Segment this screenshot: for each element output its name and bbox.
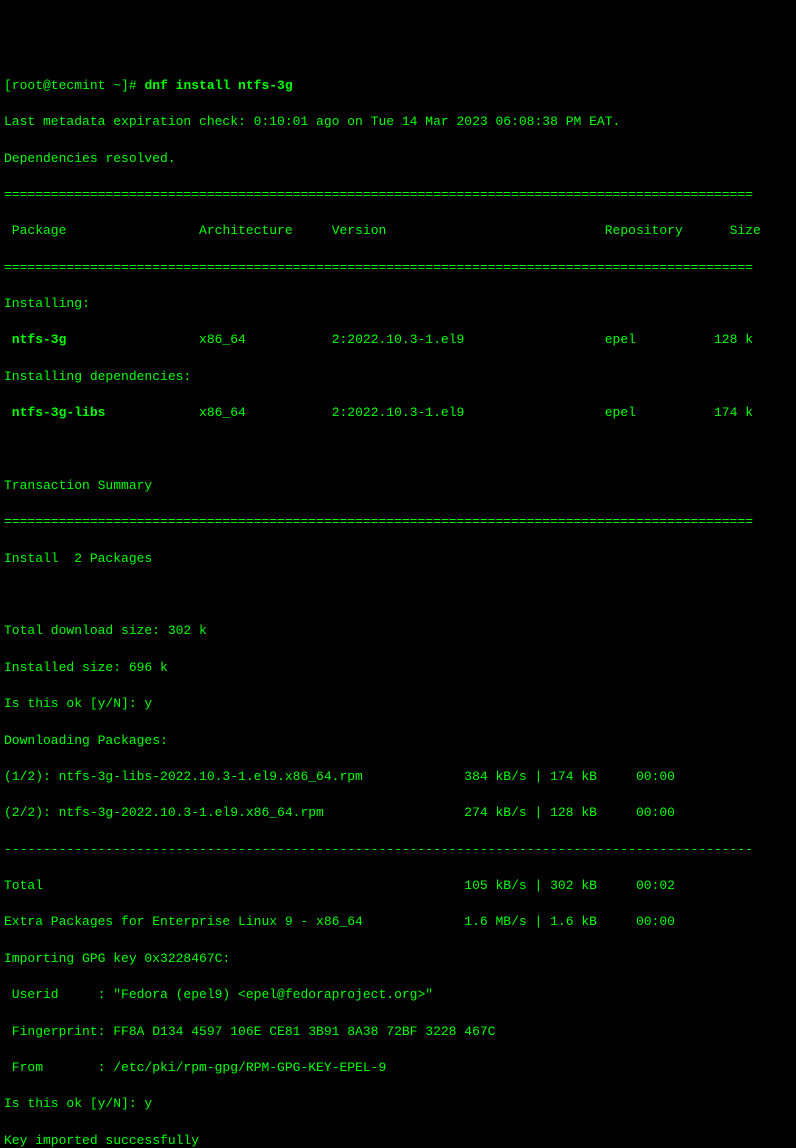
header-arch: Architecture bbox=[199, 223, 293, 238]
package-row-2: ntfs-3g-libs x86_64 2:2022.10.3-1.el9 ep… bbox=[4, 404, 792, 422]
package-row-1: ntfs-3g x86_64 2:2022.10.3-1.el9 epel 12… bbox=[4, 331, 792, 349]
dl2-speed: 274 kB/s bbox=[464, 805, 526, 820]
total-label: Total bbox=[4, 878, 43, 893]
total-line: Total 105 kB/s | 302 kB 00:02 bbox=[4, 877, 792, 895]
installed-size: Installed size: 696 k bbox=[4, 659, 792, 677]
key-imported: Key imported successfully bbox=[4, 1132, 792, 1148]
header-repo: Repository bbox=[605, 223, 683, 238]
dl2-name: (2/2): ntfs-3g-2022.10.3-1.el9.x86_64.rp… bbox=[4, 805, 324, 820]
extra-label: Extra Packages for Enterprise Linux 9 - … bbox=[4, 914, 363, 929]
dl1-speed: 384 kB/s bbox=[464, 769, 526, 784]
pkg2-repo: epel bbox=[605, 405, 636, 420]
table-header: Package Architecture Version Repository … bbox=[4, 222, 792, 240]
total-download: Total download size: 302 k bbox=[4, 622, 792, 640]
confirm-prompt-1[interactable]: Is this ok [y/N]: y bbox=[4, 695, 792, 713]
pkg2-name: ntfs-3g-libs bbox=[4, 405, 105, 420]
transaction-summary: Transaction Summary bbox=[4, 477, 792, 495]
dl1-name: (1/2): ntfs-3g-libs-2022.10.3-1.el9.x86_… bbox=[4, 769, 363, 784]
blank-2 bbox=[4, 586, 792, 604]
pkg1-name: ntfs-3g bbox=[4, 332, 66, 347]
pkg1-size: 128 k bbox=[714, 332, 753, 347]
command-text: dnf install ntfs-3g bbox=[144, 78, 292, 93]
gpg-userid: Userid : "Fedora (epel9) <epel@fedorapro… bbox=[4, 986, 792, 1004]
pkg2-version: 2:2022.10.3-1.el9 bbox=[332, 405, 465, 420]
pkg1-version: 2:2022.10.3-1.el9 bbox=[332, 332, 465, 347]
downloading-label: Downloading Packages: bbox=[4, 732, 792, 750]
gpg-import: Importing GPG key 0x3228467C: bbox=[4, 950, 792, 968]
prompt-prefix: [root@tecmint ~]# bbox=[4, 78, 144, 93]
divider-summary: ========================================… bbox=[4, 513, 792, 531]
total-time: 00:02 bbox=[636, 878, 675, 893]
dl2-time: 00:00 bbox=[636, 805, 675, 820]
confirm-prompt-2[interactable]: Is this ok [y/N]: y bbox=[4, 1095, 792, 1113]
header-version: Version bbox=[332, 223, 387, 238]
divider-dl: ----------------------------------------… bbox=[4, 841, 792, 859]
prompt-line: [root@tecmint ~]# dnf install ntfs-3g bbox=[4, 77, 792, 95]
header-size: Size bbox=[730, 223, 761, 238]
extra-size: 1.6 kB bbox=[550, 914, 597, 929]
gpg-fingerprint: Fingerprint: FF8A D134 4597 106E CE81 3B… bbox=[4, 1023, 792, 1041]
gpg-from: From : /etc/pki/rpm-gpg/RPM-GPG-KEY-EPEL… bbox=[4, 1059, 792, 1077]
pkg2-size: 174 k bbox=[714, 405, 753, 420]
installing-deps-label: Installing dependencies: bbox=[4, 368, 792, 386]
header-package: Package bbox=[4, 223, 66, 238]
extra-packages-line: Extra Packages for Enterprise Linux 9 - … bbox=[4, 913, 792, 931]
download-row-1: (1/2): ntfs-3g-libs-2022.10.3-1.el9.x86_… bbox=[4, 768, 792, 786]
dl1-time: 00:00 bbox=[636, 769, 675, 784]
pkg1-arch: x86_64 bbox=[199, 332, 246, 347]
deps-resolved: Dependencies resolved. bbox=[4, 150, 792, 168]
dl2-size: 128 kB bbox=[550, 805, 597, 820]
divider-top: ========================================… bbox=[4, 186, 792, 204]
download-row-2: (2/2): ntfs-3g-2022.10.3-1.el9.x86_64.rp… bbox=[4, 804, 792, 822]
pkg1-repo: epel bbox=[605, 332, 636, 347]
metadata-check: Last metadata expiration check: 0:10:01 … bbox=[4, 113, 792, 131]
total-speed: 105 kB/s bbox=[464, 878, 526, 893]
divider-header: ========================================… bbox=[4, 259, 792, 277]
install-count: Install 2 Packages bbox=[4, 550, 792, 568]
extra-speed: 1.6 MB/s bbox=[464, 914, 526, 929]
installing-label: Installing: bbox=[4, 295, 792, 313]
dl1-size: 174 kB bbox=[550, 769, 597, 784]
blank-1 bbox=[4, 441, 792, 459]
pkg2-arch: x86_64 bbox=[199, 405, 246, 420]
extra-time: 00:00 bbox=[636, 914, 675, 929]
total-size: 302 kB bbox=[550, 878, 597, 893]
